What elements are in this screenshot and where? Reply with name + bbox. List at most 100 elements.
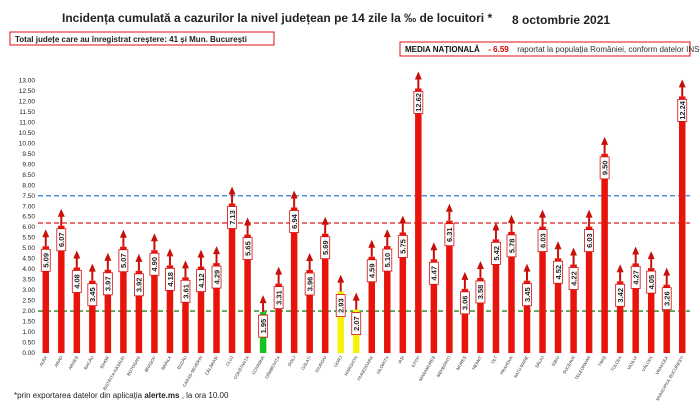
x-tick-label: VRANCEA (654, 355, 669, 376)
value-label-text: 4.08 (73, 274, 82, 289)
value-label: 6.31 (444, 223, 455, 247)
value-label-text: 3.26 (663, 291, 672, 306)
footer-prefix: *prin exportarea datelor din aplicația (14, 391, 144, 400)
value-label-text: 5.10 (383, 253, 392, 268)
value-label: 9.50 (599, 156, 610, 180)
bar (678, 96, 686, 353)
value-label-box (584, 229, 594, 252)
value-label: 12.62 (413, 91, 424, 114)
value-label-box (382, 248, 393, 272)
value-label-text: 4.47 (430, 266, 439, 281)
value-label-box (149, 252, 160, 276)
x-tick-label: MUNICIPIUL BUCUREȘTI (655, 355, 685, 401)
value-label-text: 4.27 (631, 270, 640, 285)
bar (275, 283, 282, 353)
value-label: 1.95 (258, 314, 268, 338)
increase-arrow-icon (88, 263, 96, 272)
value-label-text: 6.07 (57, 232, 66, 247)
chart-title: Incidența cumulată a cazurilor la nivel … (62, 11, 492, 25)
increase-arrow-icon (306, 252, 314, 261)
value-label: 3.45 (522, 283, 532, 307)
value-label-text: 3.61 (181, 284, 190, 299)
value-label: 5.07 (118, 249, 129, 273)
value-label-box (460, 291, 470, 315)
value-label-box (677, 99, 688, 122)
bar (570, 264, 577, 353)
value-label-box (630, 266, 641, 289)
value-label-text: 5.09 (42, 253, 51, 268)
value-label-text: 3.96 (305, 277, 314, 292)
bar (182, 277, 189, 353)
value-label-text: 4.90 (150, 257, 159, 272)
total-note: Total județe care au înregistrat creșter… (15, 35, 247, 44)
increase-arrow-icon (275, 266, 283, 275)
increase-arrow-icon (104, 252, 112, 261)
value-label: 3.06 (460, 291, 470, 315)
value-label-text: 12.24 (678, 100, 687, 120)
x-tick-label: GORJ (333, 355, 343, 368)
y-tick-label: 9.50 (22, 151, 35, 158)
x-tick-label: GALAȚI (300, 355, 312, 371)
increase-arrow-icon (352, 292, 360, 301)
increase-arrow-icon (414, 71, 422, 80)
value-label-box (196, 269, 206, 293)
bar (368, 256, 376, 353)
value-label-box (646, 270, 657, 294)
value-label-text: 3.42 (616, 288, 625, 303)
x-tick-label: CĂLĂRAȘI (204, 355, 219, 376)
value-label-box (615, 283, 626, 307)
bar (415, 88, 422, 353)
x-tick-label: ARAD (53, 355, 63, 368)
bar (197, 266, 205, 353)
increase-arrow-icon (290, 190, 298, 199)
value-label: 3.45 (87, 283, 98, 307)
y-tick-label: 1.50 (22, 319, 35, 326)
value-label: 5.10 (382, 248, 393, 272)
media-nationala: MEDIA NAȚIONALĂ - 6.59 raportat la popul… (405, 39, 700, 56)
x-tick-label: BRĂILA (160, 355, 172, 371)
increase-arrow-icon (585, 209, 593, 218)
y-tick-label: 3.00 (22, 287, 35, 294)
value-label: 3.31 (273, 286, 284, 310)
value-label-text: 4.12 (197, 273, 206, 288)
value-label: 3.26 (661, 287, 672, 311)
bar (539, 226, 546, 353)
value-label-box (522, 283, 532, 307)
bar (647, 268, 655, 353)
value-label: 5.69 (320, 236, 331, 260)
increase-arrow-icon (57, 208, 65, 217)
value-label-box (491, 241, 501, 265)
bar (430, 259, 438, 353)
value-label-text: 6.31 (445, 227, 454, 242)
x-tick-label: SĂLAJ (534, 355, 545, 369)
bar (601, 153, 608, 353)
increase-arrow-icon (430, 242, 438, 251)
increase-arrow-icon (42, 229, 50, 238)
value-label-text: 3.58 (476, 285, 485, 300)
value-label-text: 5.07 (119, 253, 128, 268)
increase-arrow-icon (601, 136, 609, 145)
bar (58, 225, 65, 353)
increase-arrow-icon (507, 214, 515, 223)
value-label-box (134, 273, 144, 297)
value-label: 3.58 (475, 280, 486, 304)
increase-arrow-icon (663, 267, 671, 276)
value-label-box (227, 206, 237, 229)
value-label-text: 6.03 (585, 233, 594, 248)
value-label: 4.47 (428, 261, 439, 285)
increase-arrow-icon (244, 217, 252, 226)
value-label: 5.65 (242, 237, 253, 260)
increase-arrow-icon (539, 209, 547, 218)
value-label: 4.08 (71, 270, 82, 293)
footer-bold: alerte.ms (144, 391, 180, 400)
bar (616, 281, 624, 353)
value-label-text: 4.52 (554, 265, 563, 280)
value-label-box (180, 279, 191, 303)
y-tick-label: 11.00 (19, 119, 35, 126)
bar (585, 226, 593, 353)
x-tick-label: MUREȘ (455, 355, 467, 371)
increase-arrow-icon (321, 216, 329, 225)
y-tick-label: 13.00 (19, 77, 36, 84)
value-label: 2.93 (335, 294, 346, 317)
x-tick-label: BIHOR (99, 355, 110, 369)
